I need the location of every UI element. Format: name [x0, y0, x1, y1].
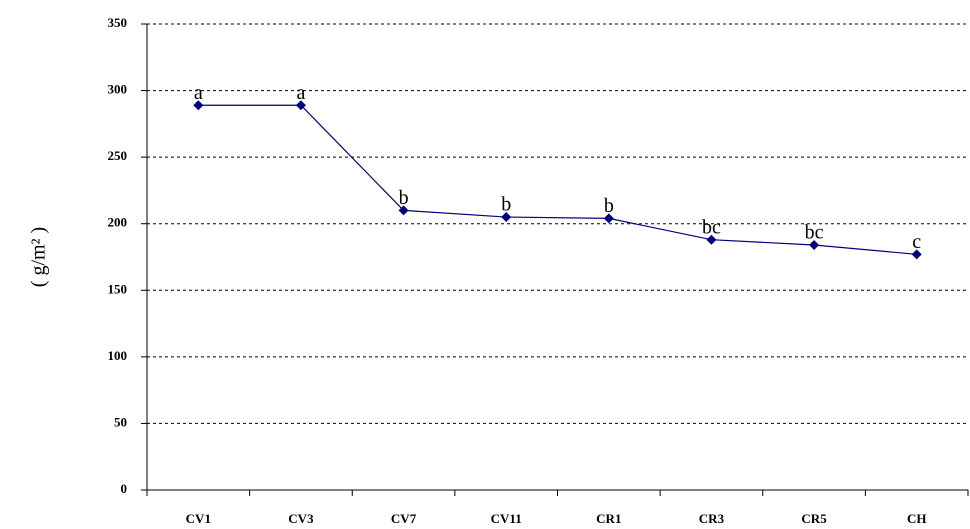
line	[198, 104, 917, 255]
x-tick-label: CV11	[491, 511, 522, 526]
x-tick-label: CR3	[699, 511, 725, 526]
x-tick-label: CR1	[596, 511, 621, 526]
marker	[603, 213, 614, 224]
point-annotation: a	[194, 82, 203, 104]
y-tick-label: 150	[108, 281, 128, 296]
y-tick-label: 200	[108, 215, 128, 230]
marker	[706, 234, 717, 245]
point-annotation: b	[501, 194, 511, 216]
x-tick-label: CH	[907, 511, 927, 526]
marker	[809, 240, 820, 251]
point-annotation: bc	[702, 216, 721, 238]
y-tick-label: 50	[114, 414, 127, 429]
point-annotation: a	[296, 82, 305, 104]
y-axis-label: ( g/m² )	[28, 227, 50, 287]
x-tick-label: CV3	[288, 511, 314, 526]
marker	[193, 100, 204, 111]
point-annotation: bc	[805, 222, 824, 244]
point-annotation: b	[399, 187, 409, 209]
x-tick-label: CR5	[801, 511, 827, 526]
point-annotation: b	[604, 195, 614, 217]
marker	[295, 100, 306, 111]
point-annotation: c	[912, 231, 921, 253]
marker	[398, 205, 409, 216]
y-tick-label: 250	[108, 148, 128, 163]
marker	[501, 212, 512, 223]
y-tick-label: 0	[121, 481, 128, 496]
x-tick-label: CV1	[186, 511, 211, 526]
y-tick-label: 350	[108, 15, 128, 30]
marker	[911, 249, 922, 260]
x-tick-label: CV7	[391, 511, 417, 526]
y-tick-label: 100	[108, 348, 128, 363]
y-tick-label: 300	[108, 82, 128, 97]
